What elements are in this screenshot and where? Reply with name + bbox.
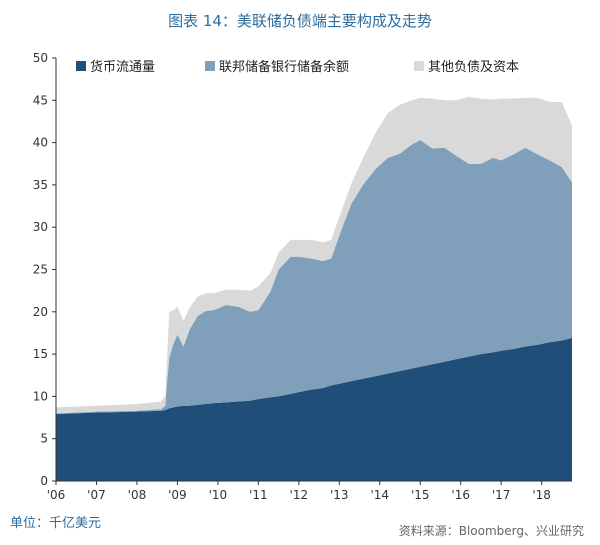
y-tick-label: 0 [40,474,48,488]
x-tick-label: '18 [532,488,551,502]
y-tick-label: 25 [33,263,48,277]
chart-axes: 0 5 10 15 20 25 30 35 40 45 50 '06 '07 '08 '09 '10 '11 '1… [33,51,572,502]
source-label: 资料来源：Bloomberg、兴业研究 [398,524,584,538]
legend-label-2: 联邦储备银行储备余额 [219,59,349,75]
legend-swatch-2 [205,61,215,71]
y-tick-label: 10 [33,389,48,403]
area-series-2 [56,140,572,415]
y-tick-label: 15 [33,347,48,361]
chart-title: 图表 14：美联储负债端主要构成及走势 [168,12,432,30]
y-tick-label: 20 [33,305,48,319]
x-tick-label: '17 [492,488,511,502]
x-tick-label: '13 [330,488,349,502]
x-tick-label: '16 [451,488,470,502]
chart-areas [56,96,572,481]
area-series-1 [56,338,572,481]
y-tick-label: 50 [33,51,48,65]
x-tick-label: '14 [370,488,389,502]
unit-label: 单位：千亿美元 [10,516,102,531]
y-tick-label: 30 [33,220,48,234]
legend-label-1: 货币流通量 [90,59,155,75]
x-tick-label: '08 [128,488,147,502]
legend-swatch-1 [76,61,86,71]
y-tick-label: 35 [33,178,48,192]
y-tick-label: 45 [33,93,48,107]
x-tick-label: '10 [209,488,228,502]
x-tick-label: '15 [411,488,430,502]
x-tick-label: '07 [87,488,106,502]
legend-label-3: 其他负债及资本 [428,60,519,75]
y-tick-label: 40 [33,136,48,150]
x-tick-label: '09 [168,488,187,502]
chart-legend: 货币流通量 联邦储备银行储备余额 其他负债及资本 [76,59,519,75]
area-series-3 [56,96,572,414]
y-tick-label: 5 [40,432,48,446]
x-tick-label: '06 [47,488,66,502]
x-tick-label: '11 [249,488,268,502]
legend-swatch-3 [414,61,424,71]
x-tick-label: '12 [290,488,309,502]
